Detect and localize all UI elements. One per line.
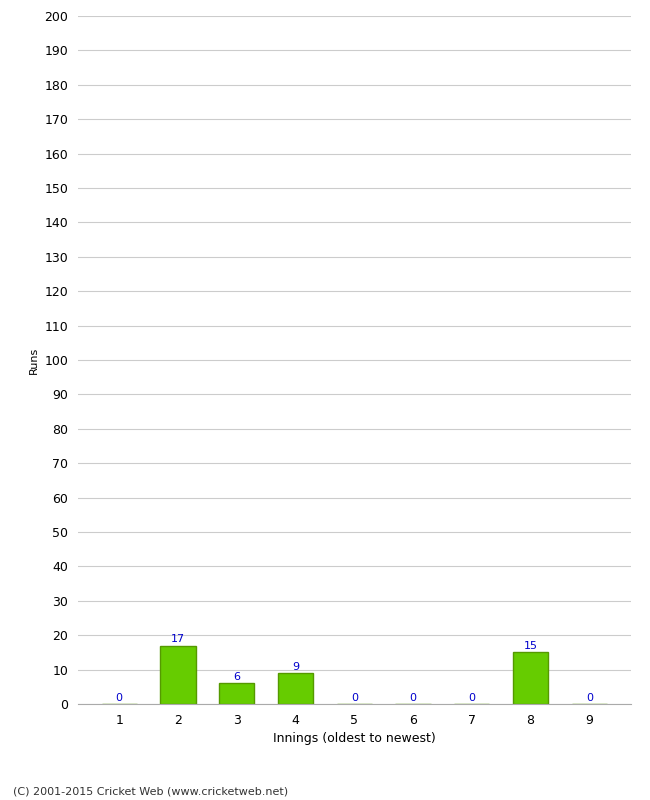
- Text: (C) 2001-2015 Cricket Web (www.cricketweb.net): (C) 2001-2015 Cricket Web (www.cricketwe…: [13, 786, 288, 796]
- X-axis label: Innings (oldest to newest): Innings (oldest to newest): [273, 732, 436, 746]
- Text: 0: 0: [410, 693, 417, 702]
- Bar: [513, 653, 548, 704]
- Bar: [219, 683, 254, 704]
- Bar: [278, 673, 313, 704]
- Y-axis label: Runs: Runs: [29, 346, 39, 374]
- Text: 0: 0: [586, 693, 593, 702]
- Text: 0: 0: [468, 693, 475, 702]
- Text: 17: 17: [171, 634, 185, 644]
- Text: 6: 6: [233, 672, 240, 682]
- Bar: [161, 646, 196, 704]
- Text: 15: 15: [524, 641, 538, 651]
- Text: 0: 0: [351, 693, 358, 702]
- Text: 9: 9: [292, 662, 299, 672]
- Text: 0: 0: [116, 693, 123, 702]
